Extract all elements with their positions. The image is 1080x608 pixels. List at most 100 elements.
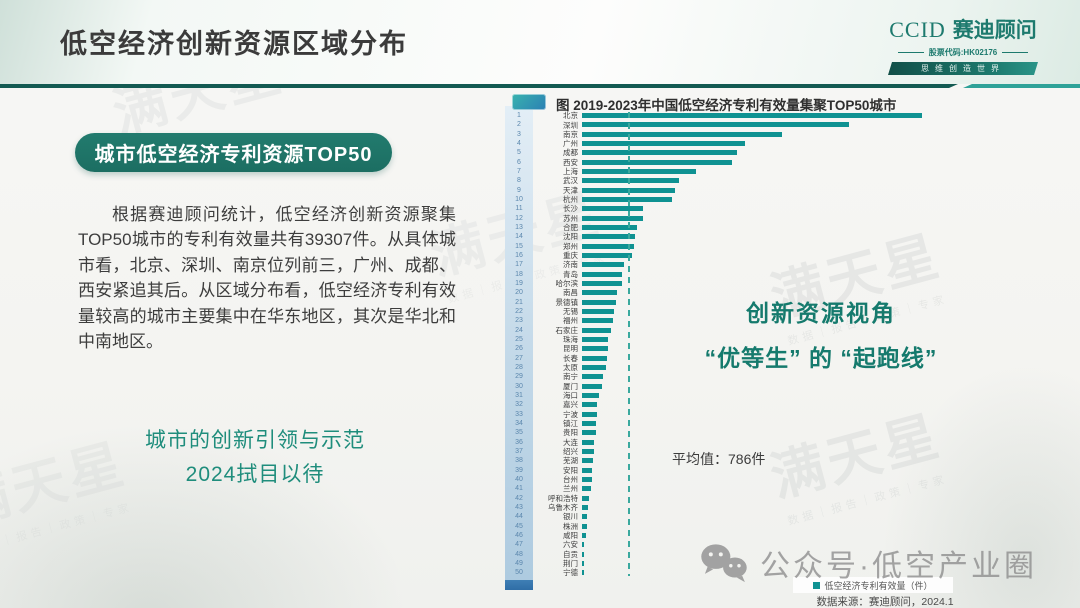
rank-label: 12 — [515, 214, 523, 222]
highlight-statement: 城市的创新引领与示范 2024拭目以待 — [60, 424, 450, 492]
bar — [582, 523, 587, 529]
rank-label: 49 — [515, 559, 523, 567]
rank-label: 15 — [515, 242, 523, 250]
legend-swatch — [813, 581, 821, 589]
city-label: 贵阳 — [563, 428, 578, 438]
chart-row: 15 郑州 — [505, 242, 945, 251]
bar — [582, 215, 643, 221]
bar — [582, 514, 588, 520]
chart-row: 44 银川 — [505, 512, 945, 521]
rank-label: 24 — [515, 326, 523, 334]
bar — [582, 262, 625, 268]
bar-track — [582, 542, 945, 548]
bar — [582, 365, 606, 371]
bar-track — [582, 560, 945, 566]
city-label: 昆明 — [563, 344, 578, 354]
bar-track — [582, 131, 945, 137]
bar — [582, 206, 644, 212]
bar-track — [582, 570, 945, 576]
chart-row: 12 苏州 — [505, 214, 945, 223]
bar — [582, 290, 618, 296]
chart-row: 42 呼和浩特 — [505, 493, 945, 503]
bar — [582, 486, 591, 492]
bar — [582, 420, 597, 426]
ccid-logo: CCID 赛迪顾问 股票代码:HK02176 思维创造世界 — [888, 14, 1038, 75]
highlight-line-1: 城市的创新引领与示范 — [145, 429, 365, 452]
rank-label: 21 — [515, 298, 523, 306]
bar — [582, 197, 672, 203]
rank-label: 35 — [515, 429, 523, 437]
bar — [582, 113, 922, 119]
legend-label: 低空经济专利有效量（件） — [824, 580, 933, 591]
city-label: 沈阳 — [563, 232, 578, 242]
city-label: 长沙 — [563, 204, 578, 214]
rank-label: 30 — [515, 382, 523, 390]
chart-row: 43 乌鲁木齐 — [505, 503, 945, 512]
bar — [582, 458, 593, 464]
city-label: 芜湖 — [563, 456, 578, 466]
city-label: 绍兴 — [563, 446, 578, 456]
bar — [582, 346, 608, 352]
rank-label: 31 — [515, 392, 523, 399]
logo-slogan: 思维创造世界 — [888, 62, 1038, 75]
bar-track — [582, 402, 945, 408]
rank-label: 36 — [515, 438, 523, 446]
logo-brand-cn: 赛迪顾问 — [952, 18, 1037, 42]
city-label: 厦门 — [563, 381, 578, 391]
logo-brand-en: CCID — [889, 17, 946, 42]
chart-row: 26 昆明 — [505, 344, 945, 353]
bar-track — [582, 476, 945, 482]
bar-track — [582, 262, 945, 268]
bar — [582, 234, 636, 240]
chart-row: 21 景德镇 — [505, 298, 945, 307]
bar-track — [582, 467, 945, 473]
rank-label: 22 — [515, 308, 523, 316]
logo-stock-code: 股票代码:HK02176 — [888, 47, 1038, 58]
rank-label: 44 — [515, 513, 523, 521]
city-label: 景德镇 — [555, 297, 579, 307]
chart-rows: 1 北京 2 深圳 3 南京 4 广州 5 成都 6 西安 7 上海 8 武汉 9 天津 10 杭州 11 长沙 12 苏州 1… — [505, 111, 945, 577]
bar-track — [582, 532, 945, 538]
bar — [582, 318, 613, 324]
bar — [582, 560, 584, 566]
chart-legend: 低空经济专利有效量（件） — [793, 577, 953, 593]
chart-row: 19 哈尔滨 — [505, 279, 945, 288]
chart-row: 47 六安 — [505, 540, 945, 549]
bar-track — [582, 243, 945, 249]
chart-row: 35 贵阳 — [505, 428, 945, 437]
bar — [582, 271, 623, 277]
chart-row: 10 杭州 — [505, 195, 945, 204]
rank-label: 39 — [515, 466, 523, 474]
wechat-watermark-text: 公众号·低空产业圈 — [760, 550, 1037, 583]
city-label: 石家庄 — [555, 325, 579, 335]
summary-paragraph: 根据赛迪顾问统计，低空经济创新资源聚集TOP50城市的专利有效量共有39307件… — [78, 205, 456, 352]
chart-title: 图 2019-2023年中国低空经济专利有效量集聚TOP50城市 — [556, 98, 897, 113]
chart-row: 22 无锡 — [505, 307, 945, 316]
bar-track — [582, 197, 945, 203]
chart-row: 11 长沙 — [505, 204, 945, 213]
city-label: 株洲 — [563, 521, 578, 531]
rank-label: 14 — [515, 233, 523, 241]
bar — [582, 243, 635, 249]
highlight-line-2: 2024拭目以待 — [185, 463, 325, 486]
bar-track — [582, 290, 945, 296]
bar-track — [582, 234, 945, 240]
chart-row: 33 宁波 — [505, 410, 945, 419]
rank-label: 13 — [515, 224, 523, 232]
chart-row: 41 兰州 — [505, 484, 945, 493]
city-label: 宁波 — [563, 409, 578, 419]
bar-track — [582, 122, 945, 128]
bar-track — [582, 113, 945, 119]
city-label: 银川 — [563, 512, 578, 522]
chart-row: 18 青岛 — [505, 270, 945, 279]
annotation-line-1: 创新资源视角 — [746, 300, 896, 326]
bar-track — [582, 206, 945, 212]
city-label: 长春 — [563, 353, 578, 363]
city-label: 南京 — [563, 129, 578, 139]
city-label: 北京 — [563, 111, 578, 121]
rank-label: 4 — [517, 140, 521, 148]
chart-row: 3 南京 — [505, 130, 945, 139]
dash-line — [897, 52, 924, 53]
chart-row: 36 大连 — [505, 437, 945, 447]
rank-label: 48 — [515, 550, 523, 558]
